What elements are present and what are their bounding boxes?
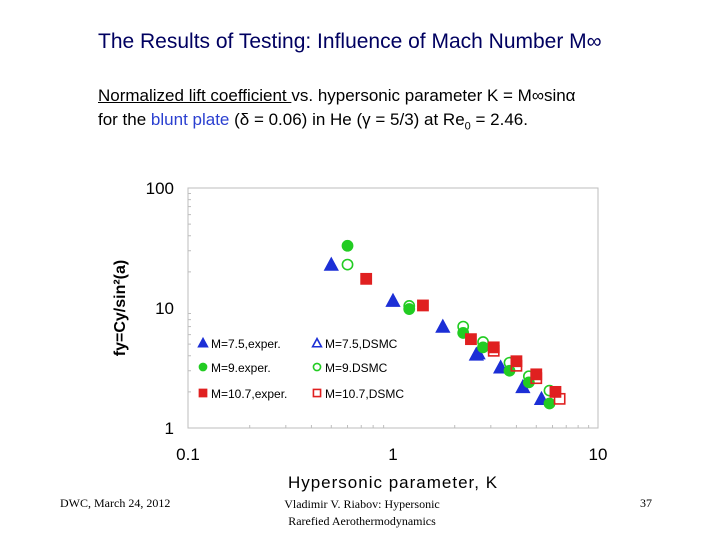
data-point — [543, 397, 556, 410]
legend-label: M=9.DSMC — [325, 361, 388, 375]
data-point — [341, 239, 354, 252]
slide-title: The Results of Testing: Influence of Mac… — [98, 30, 602, 53]
legend-label: M=7.5,exper. — [211, 337, 281, 351]
data-point — [553, 392, 566, 405]
data-point — [417, 299, 429, 312]
footer-author-line2: Rarefied Aerothermodynamics — [288, 514, 436, 528]
y-tick-label: 100 — [146, 179, 174, 198]
legend-marker — [311, 336, 323, 348]
data-point — [403, 300, 416, 312]
data-point — [530, 372, 543, 385]
subtitle-post: = 2.46. — [470, 110, 528, 129]
data-point — [468, 346, 484, 361]
data-point — [360, 272, 373, 285]
data-point — [403, 303, 416, 315]
data-point — [341, 258, 354, 271]
subtitle-rest: vs. hypersonic parameter K = M∞sinα — [291, 86, 576, 105]
subtitle-blunt-plate: blunt plate — [150, 110, 230, 129]
data-point — [530, 368, 543, 381]
data-point — [435, 318, 451, 333]
y-tick-label: 10 — [155, 299, 174, 318]
legend-label: M=10.7,DSMC — [325, 387, 404, 401]
x-tick-label: 10 — [589, 445, 608, 464]
footer-author-line1: Vladimir V. Riabov: Hypersonic — [284, 497, 440, 511]
data-point — [549, 385, 562, 398]
footer-author: Vladimir V. Riabov: Hypersonic Rarefied A… — [252, 496, 472, 530]
x-axis-label: Hypersonic parameter, K — [288, 473, 498, 492]
data-point — [465, 333, 477, 346]
subtitle-sub: 0 — [464, 120, 471, 133]
y-axis-label: fy=Cy/sin²(a) — [112, 260, 129, 356]
legend-marker — [312, 362, 322, 372]
page-number: 37 — [640, 496, 652, 510]
legend-marker — [198, 388, 208, 398]
plot-frame — [187, 187, 599, 429]
subtitle-underlined: Normalized lift coefficient — [98, 86, 292, 105]
data-point — [385, 292, 401, 307]
subtitle-pre: for the — [98, 110, 151, 129]
legend-label: M=10.7,exper. — [211, 387, 287, 401]
data-point — [487, 341, 500, 354]
data-point — [510, 359, 523, 372]
x-tick-label: 1 — [388, 445, 397, 464]
data-point — [457, 320, 470, 333]
legend-label: M=7.5,DSMC — [325, 337, 398, 351]
legend-marker — [197, 336, 209, 348]
data-point — [323, 256, 339, 271]
data-point — [487, 344, 500, 357]
subtitle-line-1: Normalized lift coefficient vs. hyperson… — [98, 86, 576, 106]
x-tick-label: 0.1 — [176, 445, 200, 464]
footer-date: DWC, March 24, 2012 — [60, 496, 171, 510]
legend-marker — [198, 362, 208, 372]
legend-label: M=9.exper. — [211, 361, 271, 375]
legend-marker — [312, 388, 322, 398]
subtitle-mid: (δ = 0.06) in He (γ = 5/3) at Re — [229, 110, 465, 129]
y-tick-label: 1 — [165, 419, 174, 438]
subtitle-line-2: for the blunt plate (δ = 0.06) in He (γ … — [98, 110, 528, 132]
